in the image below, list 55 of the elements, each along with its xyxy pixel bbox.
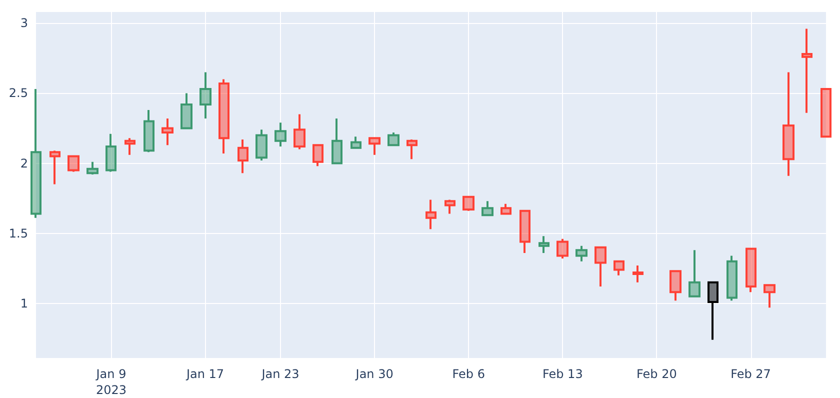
candlestick	[30, 88, 42, 219]
y-tick-label: 1	[20, 296, 28, 310]
candlestick	[238, 138, 248, 174]
candlestick	[688, 249, 700, 298]
candlestick	[556, 238, 568, 260]
y-tick-label: 3	[20, 16, 28, 30]
candlestick	[708, 281, 718, 341]
candlestick	[482, 200, 494, 216]
candlestick	[124, 137, 136, 156]
candlestick	[106, 132, 116, 173]
candlestick	[764, 284, 776, 309]
x-tick-label: Feb 6	[452, 367, 485, 381]
candlestick	[726, 254, 738, 302]
candlestick	[218, 78, 230, 154]
candlestick	[820, 88, 832, 138]
candlestick	[538, 235, 550, 254]
y-tick-label: 2.5	[8, 86, 28, 100]
candlestick	[576, 244, 588, 262]
y-tick-label: 1.5	[8, 226, 28, 240]
x-tick-label: Feb 27	[730, 367, 771, 381]
candlestick	[312, 144, 324, 168]
candlestick	[368, 137, 380, 156]
candlestick	[500, 202, 512, 215]
candlestick	[350, 136, 362, 149]
candlestick	[670, 270, 682, 302]
candlestick	[68, 155, 80, 173]
candlestick	[632, 264, 644, 284]
candlestick	[388, 131, 400, 146]
candlestick	[802, 28, 812, 114]
candlestick	[406, 138, 418, 160]
candlestick	[200, 71, 212, 120]
x-tick-label: Jan 23	[260, 367, 300, 381]
candlestick	[86, 160, 98, 176]
candlestick	[274, 122, 286, 148]
candlestick	[594, 246, 606, 288]
candlestick	[782, 71, 794, 177]
candlestick	[332, 117, 342, 164]
candlestick	[50, 150, 60, 186]
x-tick-label: Jan 9 2023	[95, 367, 127, 397]
candlestick	[162, 117, 174, 146]
candlestick	[180, 92, 192, 130]
candlestick	[462, 196, 474, 212]
x-tick-label: Feb 13	[542, 367, 583, 381]
candlestick	[444, 198, 456, 215]
candlestick	[520, 210, 530, 254]
x-tick-label: Feb 20	[636, 367, 677, 381]
candlestick	[256, 128, 268, 162]
x-tick-label: Jan 17	[185, 367, 224, 381]
x-tick-label: Jan 30	[354, 367, 394, 381]
candlestick	[144, 109, 154, 154]
candlestick	[746, 248, 756, 294]
y-tick-label: 2	[20, 156, 28, 170]
candlestick	[614, 260, 624, 276]
candlestick	[294, 113, 306, 150]
candlestick	[426, 198, 436, 230]
